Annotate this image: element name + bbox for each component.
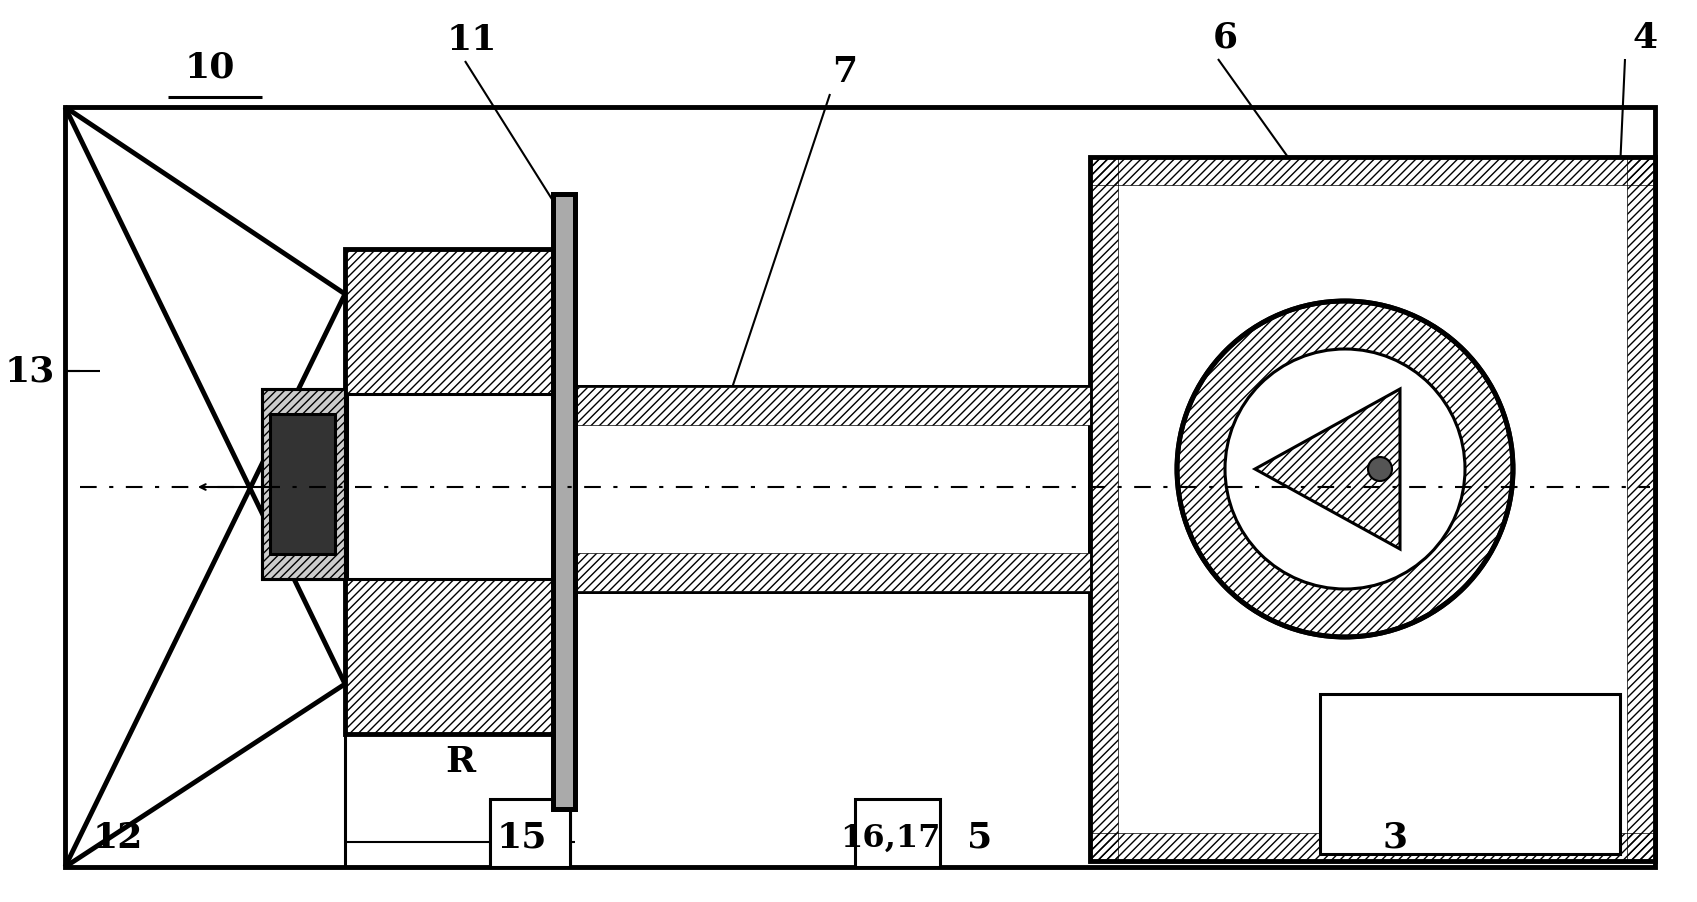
Bar xyxy=(261,390,344,579)
Text: 5: 5 xyxy=(967,820,993,854)
Bar xyxy=(490,799,570,867)
Bar xyxy=(64,108,1655,867)
Bar xyxy=(855,799,940,867)
Text: 6: 6 xyxy=(1212,21,1237,55)
Bar xyxy=(1089,158,1118,861)
Text: 13: 13 xyxy=(5,354,56,389)
Bar xyxy=(344,250,555,734)
Bar xyxy=(575,554,1089,592)
Circle shape xyxy=(1178,301,1514,638)
Bar xyxy=(1320,695,1621,854)
Text: 16,17: 16,17 xyxy=(840,822,940,852)
Text: 10: 10 xyxy=(185,51,236,85)
Bar xyxy=(344,250,555,734)
Bar xyxy=(575,388,1089,592)
Text: 3: 3 xyxy=(1383,820,1407,854)
Bar xyxy=(553,195,575,809)
Text: 15: 15 xyxy=(497,820,546,854)
Text: R: R xyxy=(445,744,475,778)
Bar xyxy=(1089,158,1655,186)
Circle shape xyxy=(1225,350,1465,589)
Polygon shape xyxy=(1256,390,1400,549)
Bar xyxy=(1089,833,1655,861)
Text: 12: 12 xyxy=(93,820,143,854)
Circle shape xyxy=(1368,457,1392,482)
Bar xyxy=(261,390,344,579)
Bar xyxy=(346,394,553,579)
Bar xyxy=(261,390,344,579)
Text: 4: 4 xyxy=(1633,21,1658,55)
Bar xyxy=(1627,158,1655,861)
Bar xyxy=(575,388,1089,426)
Text: 11: 11 xyxy=(446,23,497,57)
Bar xyxy=(1089,158,1655,861)
Bar xyxy=(270,415,334,555)
Bar xyxy=(553,195,575,809)
Text: 7: 7 xyxy=(833,55,857,89)
